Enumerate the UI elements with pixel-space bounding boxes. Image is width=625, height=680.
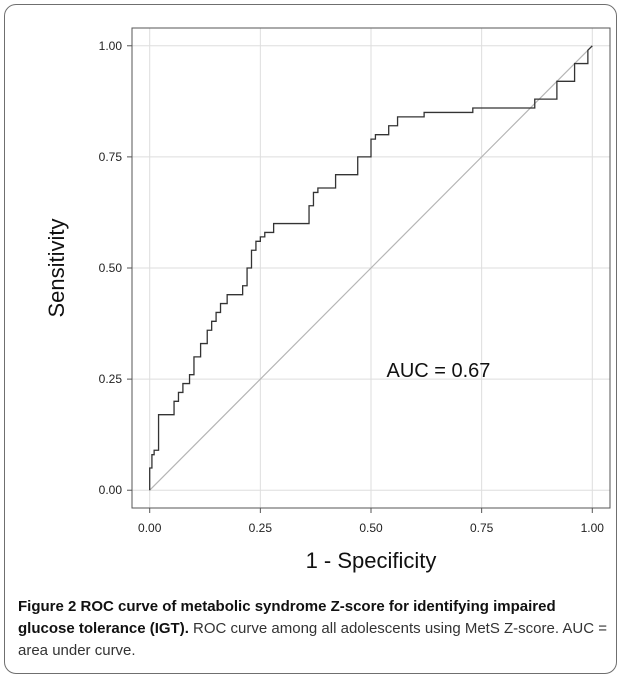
y-axis-title: Sensitivity: [44, 218, 69, 317]
x-axis-title: 1 - Specificity: [306, 548, 437, 573]
y-tick-label: 0.00: [99, 483, 123, 497]
figure-caption: Figure 2 ROC curve of metabolic syndrome…: [18, 596, 608, 662]
y-tick-label: 0.75: [99, 150, 123, 164]
x-tick-label: 0.75: [470, 521, 494, 535]
caption-label: Figure 2 ROC curve of metabolic syndrome…: [18, 598, 556, 637]
y-tick-label: 0.25: [99, 372, 123, 386]
y-tick-label: 0.50: [99, 261, 123, 275]
x-tick-label: 0.25: [249, 521, 273, 535]
auc-annotation: AUC = 0.67: [386, 360, 490, 382]
x-tick-label: 0.00: [138, 521, 162, 535]
x-tick-label: 1.00: [581, 521, 605, 535]
roc-chart: 0.00 0.25 0.50 0.75 1.00 0.00 0.25 0.50 0.75 1.00…: [44, 27, 611, 573]
roc-curve-line: [149, 45, 593, 491]
axis-ticks: 0.00 0.25 0.50 0.75 1.00 0.00 0.25 0.50 0.75 1.00: [99, 39, 605, 535]
reference-diagonal-line: [149, 45, 593, 491]
caption-text: ROC curve among all adolescents using Me…: [18, 620, 607, 659]
figure-frame: [4, 4, 617, 674]
x-tick-label: 0.50: [359, 521, 383, 535]
y-tick-label: 1.00: [99, 39, 123, 53]
